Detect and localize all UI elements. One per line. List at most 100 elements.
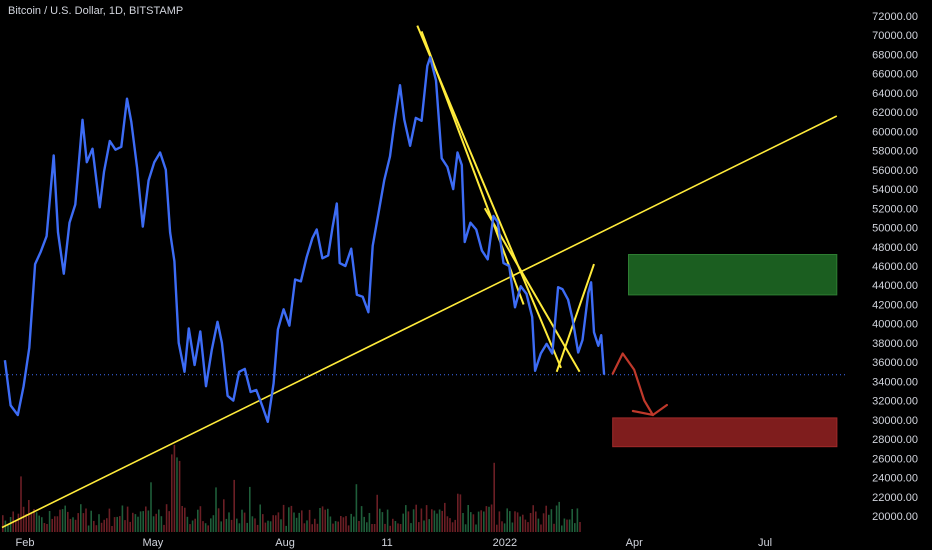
volume-bar	[30, 514, 33, 532]
volume-bar	[428, 519, 430, 532]
y-tick-label: 56000.00	[872, 165, 918, 177]
volume-bar	[103, 519, 105, 532]
volume-bar	[402, 513, 404, 532]
y-tick-label: 28000.00	[872, 434, 918, 446]
volume-bar	[43, 523, 46, 532]
volume-bars	[2, 444, 581, 532]
volume-bar	[243, 512, 246, 532]
volume-bar	[74, 519, 77, 532]
volume-bar	[457, 493, 459, 532]
trendline	[420, 31, 525, 305]
y-tick-label: 60000.00	[872, 126, 918, 138]
volume-bar	[87, 525, 90, 532]
y-tick-label: 44000.00	[872, 280, 918, 292]
volume-bar	[392, 518, 394, 532]
volume-bar	[285, 525, 287, 532]
volume-bar	[353, 516, 355, 532]
volume-bar	[95, 525, 98, 532]
y-tick-label: 52000.00	[872, 203, 918, 215]
y-tick-label: 38000.00	[872, 338, 918, 350]
volume-bar	[350, 513, 352, 532]
volume-bar	[314, 518, 316, 532]
trendline	[1, 115, 838, 529]
volume-bar	[483, 511, 485, 532]
green-zone	[628, 254, 838, 296]
y-tick-label: 32000.00	[872, 396, 918, 408]
volume-bar	[542, 513, 545, 532]
volume-bar	[509, 511, 511, 532]
y-tick-label: 34000.00	[872, 376, 918, 388]
volume-bar	[301, 510, 303, 532]
volume-bar	[25, 513, 27, 532]
volume-bar	[72, 517, 74, 532]
volume-bar	[223, 499, 225, 532]
volume-bar	[321, 506, 324, 532]
volume-bar	[355, 484, 358, 532]
volume-bar	[373, 524, 376, 532]
x-tick-label: 2022	[493, 537, 517, 549]
volume-bar	[129, 521, 131, 532]
volume-bar	[267, 520, 269, 532]
volume-bar	[116, 516, 118, 532]
volume-bar	[438, 509, 441, 532]
volume-bar	[472, 514, 475, 532]
volume-bar	[113, 517, 116, 532]
volume-bar	[389, 525, 391, 532]
volume-bar	[254, 518, 256, 532]
volume-bar	[527, 522, 529, 532]
volume-bar	[61, 509, 64, 532]
volume-bar	[132, 512, 134, 532]
volume-bar	[249, 486, 251, 532]
volume-bar	[524, 519, 527, 532]
y-tick-label: 24000.00	[872, 473, 918, 485]
red-zone	[612, 417, 838, 448]
volume-bar	[241, 509, 243, 532]
volume-bar	[230, 519, 233, 532]
volume-bar	[295, 517, 298, 532]
volume-bar	[522, 514, 524, 532]
volume-bar	[371, 524, 373, 532]
x-axis: Feb May Aug 11 2022 Apr Jul	[16, 537, 773, 549]
volume-bar	[215, 487, 217, 532]
volume-bar	[363, 516, 365, 532]
volume-bar	[202, 521, 204, 532]
volume-bar	[282, 504, 285, 532]
volume-bar	[280, 519, 282, 532]
volume-bar	[342, 517, 345, 532]
x-tick-label: Aug	[275, 537, 295, 549]
volume-bar	[28, 500, 30, 532]
volume-bar	[501, 521, 503, 532]
volume-bar	[121, 505, 124, 532]
volume-bar	[9, 517, 12, 532]
volume-bar	[48, 511, 51, 532]
volume-bar	[155, 513, 157, 532]
volume-bar	[358, 521, 360, 532]
x-tick-label: 11	[381, 537, 392, 549]
volume-bar	[558, 501, 560, 532]
y-tick-label: 62000.00	[872, 107, 918, 119]
volume-bar	[134, 514, 137, 532]
volume-bar	[90, 510, 92, 532]
trendline	[555, 263, 595, 373]
volume-bar	[337, 521, 339, 532]
volume-bar	[459, 494, 462, 532]
volume-bar	[228, 512, 230, 532]
volume-bar	[41, 517, 43, 532]
volume-bar	[298, 512, 300, 532]
volume-bar	[519, 516, 521, 532]
y-tick-label: 66000.00	[872, 69, 918, 81]
volume-bar	[264, 522, 267, 532]
volume-bar	[488, 506, 490, 532]
volume-bar	[171, 454, 173, 532]
y-axis: 20000.00 22000.00 24000.00 26000.00 28000.00…	[872, 11, 918, 523]
volume-bar	[496, 524, 498, 532]
volume-bar	[163, 524, 165, 532]
y-tick-label: 46000.00	[872, 261, 918, 273]
y-tick-label: 42000.00	[872, 300, 918, 312]
volume-bar	[381, 512, 384, 532]
volume-bar	[80, 504, 82, 532]
y-tick-label: 40000.00	[872, 319, 918, 331]
volume-bar	[290, 505, 293, 532]
y-tick-label: 36000.00	[872, 357, 918, 369]
volume-bar	[251, 516, 254, 532]
